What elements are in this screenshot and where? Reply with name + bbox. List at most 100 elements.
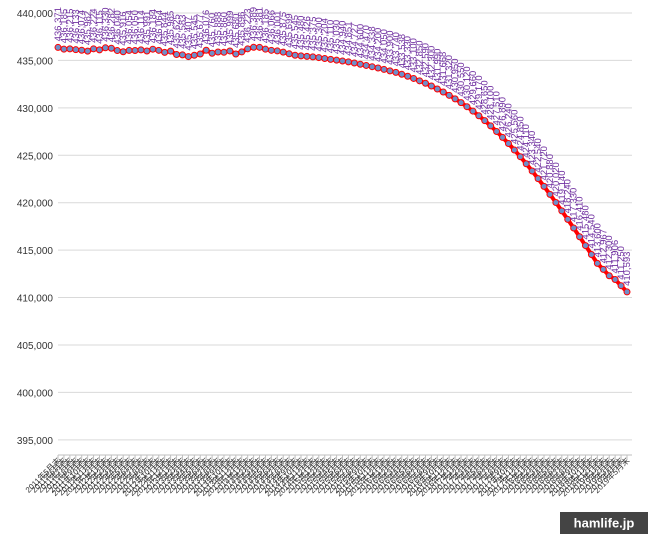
data-label: 412,300: [604, 235, 615, 269]
data-label: 432,300: [426, 46, 437, 80]
watermark: hamlife.jp: [574, 515, 635, 530]
data-label: 426,890: [498, 97, 509, 131]
data-point: [327, 55, 335, 63]
data-label: 435,030: [332, 20, 343, 54]
data-point: [113, 47, 121, 55]
data-point: [362, 61, 370, 69]
data-point: [184, 53, 192, 61]
data-label: 413,600: [592, 223, 603, 257]
data-label: 434,338: [367, 26, 378, 60]
data-point: [95, 46, 103, 54]
data-label: 431,990: [432, 49, 443, 83]
y-tick-label: 415,000: [17, 246, 54, 257]
data-point: [499, 133, 507, 141]
data-label: 417,330: [569, 188, 580, 222]
data-label: 434,200: [373, 28, 384, 62]
data-label: 435,760: [207, 13, 218, 47]
data-point: [487, 122, 495, 130]
data-label: 434,940: [338, 21, 349, 55]
data-point: [570, 224, 578, 232]
data-point: [392, 68, 400, 76]
data-label: 436,001: [272, 11, 283, 45]
data-label: 435,625: [172, 14, 183, 48]
data-label: 436,223: [243, 8, 254, 42]
data-point: [504, 140, 512, 148]
data-point: [368, 63, 376, 71]
data-point: [232, 50, 240, 58]
data-label: 420,880: [545, 154, 556, 188]
data-label: 422,540: [533, 138, 544, 172]
data-label: 435,844: [160, 12, 171, 46]
data-point: [173, 50, 181, 58]
data-label: 435,888: [213, 12, 224, 46]
data-label: 436,040: [112, 10, 123, 44]
data-point: [333, 56, 341, 64]
data-label: 435,916: [118, 11, 129, 45]
data-label: 430,950: [450, 58, 461, 92]
data-point: [256, 43, 264, 51]
data-label: 416,410: [575, 196, 586, 230]
data-label: 436,133: [71, 9, 82, 43]
data-point: [143, 47, 151, 55]
data-point: [475, 112, 483, 120]
data-point: [131, 46, 139, 54]
data-label: 435,999: [225, 11, 236, 45]
data-label: 415,480: [581, 205, 592, 239]
data-point: [404, 72, 412, 80]
data-label: 436,330: [100, 7, 111, 41]
data-point: [463, 103, 471, 111]
data-point: [522, 160, 530, 168]
y-tick-label: 435,000: [17, 56, 54, 67]
data-point: [599, 265, 607, 273]
data-point: [101, 44, 109, 52]
data-point: [155, 46, 163, 54]
data-label: 429,660: [468, 71, 479, 105]
data-label: 419,140: [557, 171, 568, 205]
data-point: [137, 46, 145, 54]
data-label: 418,240: [563, 179, 574, 213]
data-label: 432,590: [420, 43, 431, 77]
data-point: [54, 43, 62, 51]
data-point: [576, 233, 584, 241]
data-label: 435,545: [290, 15, 301, 49]
data-label: 435,375: [308, 17, 319, 51]
y-tick-label: 400,000: [17, 388, 54, 399]
y-tick-label: 440,000: [17, 9, 54, 20]
data-label: 435,896: [237, 12, 248, 46]
data-point: [552, 199, 560, 207]
data-label: 433,740: [391, 32, 402, 66]
data-label: 436,076: [201, 10, 212, 44]
data-label: 435,426: [302, 16, 313, 50]
data-point: [72, 46, 80, 54]
data-point: [623, 288, 631, 296]
data-label: 431,668: [438, 52, 449, 86]
data-label: 435,545: [189, 15, 200, 49]
data-label: 436,050: [130, 10, 141, 44]
data-point: [445, 91, 453, 99]
data-point: [439, 88, 447, 96]
data-label: 425,560: [509, 110, 520, 144]
y-tick-label: 395,000: [17, 436, 54, 447]
data-label: 411,906: [610, 240, 621, 274]
data-point: [380, 65, 388, 73]
data-point: [125, 46, 133, 54]
data-label: 435,300: [314, 17, 325, 51]
data-point: [273, 47, 281, 55]
data-label: 435,407: [183, 16, 194, 50]
data-label: 434,600: [355, 24, 366, 58]
data-label: 435,680: [231, 14, 242, 48]
data-point: [427, 82, 435, 90]
data-point: [339, 57, 346, 65]
data-point: [321, 54, 329, 62]
data-label: 412,967: [598, 229, 609, 263]
data-point: [421, 79, 429, 87]
data-point: [279, 48, 287, 56]
data-label: 431,320: [444, 55, 455, 89]
data-label: 424,850: [515, 116, 526, 150]
data-point: [457, 99, 465, 107]
data-label: 434,050: [379, 29, 390, 63]
data-label: 436,054: [124, 10, 135, 44]
data-point: [558, 207, 566, 215]
data-label: 435,699: [284, 13, 295, 47]
data-label: 433,100: [409, 38, 420, 72]
